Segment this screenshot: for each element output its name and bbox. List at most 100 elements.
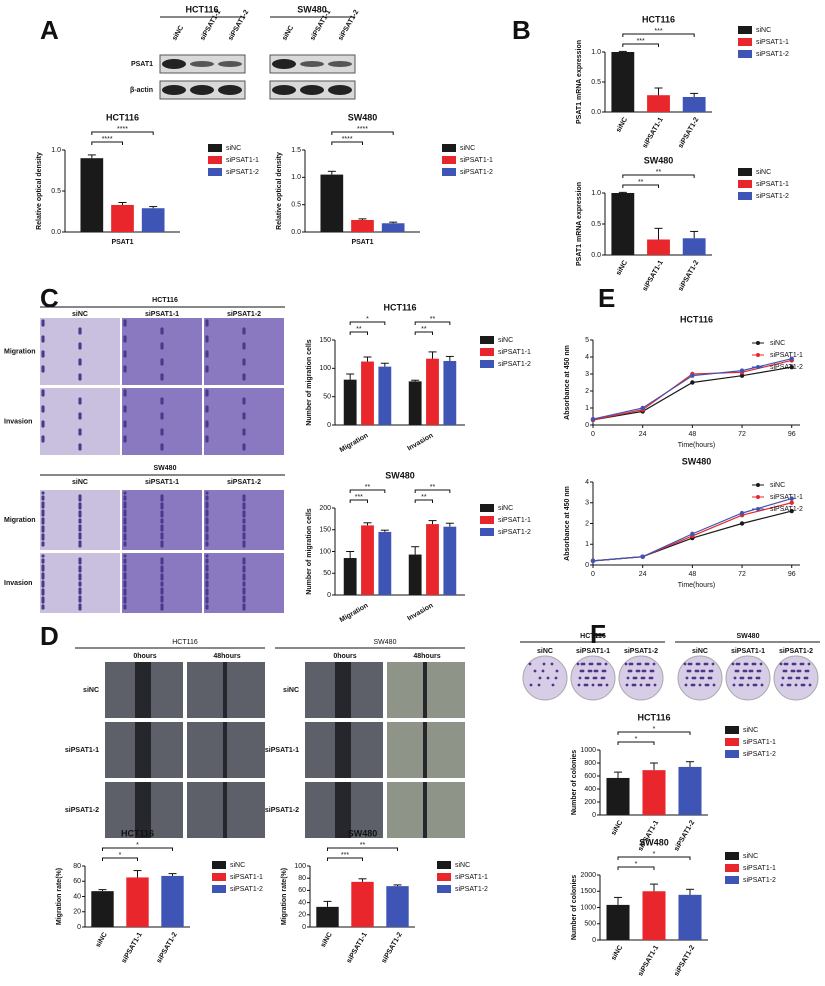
colony-dot — [630, 662, 634, 666]
panel-label: F — [590, 619, 606, 649]
legend-label: siPSAT1-2 — [756, 193, 789, 200]
colony-dot — [601, 669, 605, 673]
colony-dot — [538, 676, 542, 680]
legend-label: siPSAT1-1 — [756, 181, 789, 188]
x-tick-label: siPSAT1-2 — [677, 116, 700, 149]
colony-dot — [735, 662, 739, 666]
chart-title: SW480 — [644, 155, 674, 165]
legend-swatch — [725, 864, 739, 872]
colony-dot — [703, 662, 707, 666]
colony-dot — [648, 676, 652, 680]
cell-dot — [78, 532, 82, 536]
cell-dot — [123, 604, 127, 608]
blot-band — [190, 85, 214, 95]
line — [592, 498, 792, 562]
legend-swatch — [212, 873, 226, 881]
colony-dot — [593, 669, 597, 673]
colony-dot — [645, 683, 649, 687]
colony-dot — [779, 662, 783, 666]
x-tick-label: Migration — [339, 432, 370, 454]
cell-dot — [205, 517, 209, 521]
transwell-column-label: siPSAT1-1 — [145, 479, 179, 486]
colony-dot — [797, 676, 801, 680]
cell-dot — [41, 525, 45, 529]
significance-bracket — [414, 489, 451, 493]
colony-dot — [629, 669, 633, 673]
legend-swatch — [480, 504, 494, 512]
colony-dot — [756, 669, 760, 673]
significance-label: *** — [341, 852, 349, 859]
cell-dot — [205, 501, 209, 505]
legend-label: siNC — [230, 862, 245, 869]
blot-band — [218, 61, 242, 67]
cell-dot — [242, 377, 246, 381]
colony-dot — [641, 669, 645, 673]
transwell-column-label: siNC — [72, 479, 88, 486]
colony-dot — [734, 669, 738, 673]
bar — [443, 360, 457, 425]
significance-bracket — [331, 131, 394, 135]
x-tick-label: 72 — [738, 571, 746, 578]
wound-cell-line: SW480 — [374, 639, 397, 646]
y-tick-label: 100 — [294, 863, 306, 870]
x-tick-label: siPSAT1-2 — [156, 931, 179, 964]
colony-dot — [689, 662, 693, 666]
significance-label: **** — [117, 126, 128, 133]
bar — [426, 524, 439, 595]
cell-dot — [41, 533, 45, 537]
legend-swatch — [208, 156, 222, 164]
legend-label: siPSAT1-1 — [770, 494, 803, 501]
cell-dot — [78, 518, 82, 522]
cell-dot — [78, 603, 82, 607]
y-tick-label: 0 — [77, 924, 81, 931]
colony-dot — [684, 683, 688, 687]
cell-dot — [41, 339, 45, 343]
colony-dot — [555, 669, 559, 673]
cell-dot — [242, 510, 246, 514]
legend-swatch — [480, 336, 494, 344]
colony-dot — [603, 669, 607, 673]
cell-dot — [205, 354, 209, 358]
wound-time: 48hours — [213, 653, 240, 660]
point — [739, 373, 745, 378]
colony-dot — [758, 669, 762, 673]
bar — [678, 894, 702, 940]
blot-band — [190, 61, 214, 67]
transwell-row-label: Migration — [4, 517, 36, 524]
cell-dot — [41, 323, 45, 327]
legend-label: siNC — [770, 340, 785, 347]
significance-bracket — [617, 731, 691, 735]
cell-dot — [205, 572, 209, 576]
legend-label: siPSAT1-2 — [743, 751, 776, 758]
cell-dot — [78, 573, 82, 577]
x-tick-label: PSAT1 — [351, 239, 373, 246]
cell-dot — [205, 588, 209, 592]
significance-label: ** — [360, 842, 366, 849]
y-tick-label: 5 — [585, 337, 589, 344]
cell-dot — [242, 603, 246, 607]
panel-label: A — [40, 15, 59, 45]
legend-label: siPSAT1-1 — [743, 865, 776, 872]
y-axis-label: Number of migration cells — [306, 339, 313, 425]
chart-title: SW480 — [385, 470, 415, 480]
panel-label: D — [40, 621, 59, 651]
colony-dot — [806, 669, 810, 673]
colony-dot — [693, 676, 697, 680]
cell-dot — [242, 331, 246, 335]
bar — [642, 891, 666, 940]
y-tick-label: 600 — [584, 773, 596, 780]
legend-label: siNC — [460, 145, 475, 152]
y-tick-label: 0 — [327, 592, 331, 599]
cell-dot — [205, 596, 209, 600]
y-tick-label: 150 — [319, 337, 331, 344]
cell-dot — [160, 557, 164, 561]
y-tick-label: 1 — [585, 405, 589, 412]
legend-label: siPSAT1-1 — [460, 157, 493, 164]
cell-dot — [242, 346, 246, 350]
colony-dot — [554, 676, 558, 680]
transwell-row-label: Invasion — [4, 418, 32, 425]
legend-label: siPSAT1-2 — [756, 51, 789, 58]
y-tick-label: 3 — [585, 500, 589, 507]
y-tick-label: 400 — [584, 786, 596, 793]
